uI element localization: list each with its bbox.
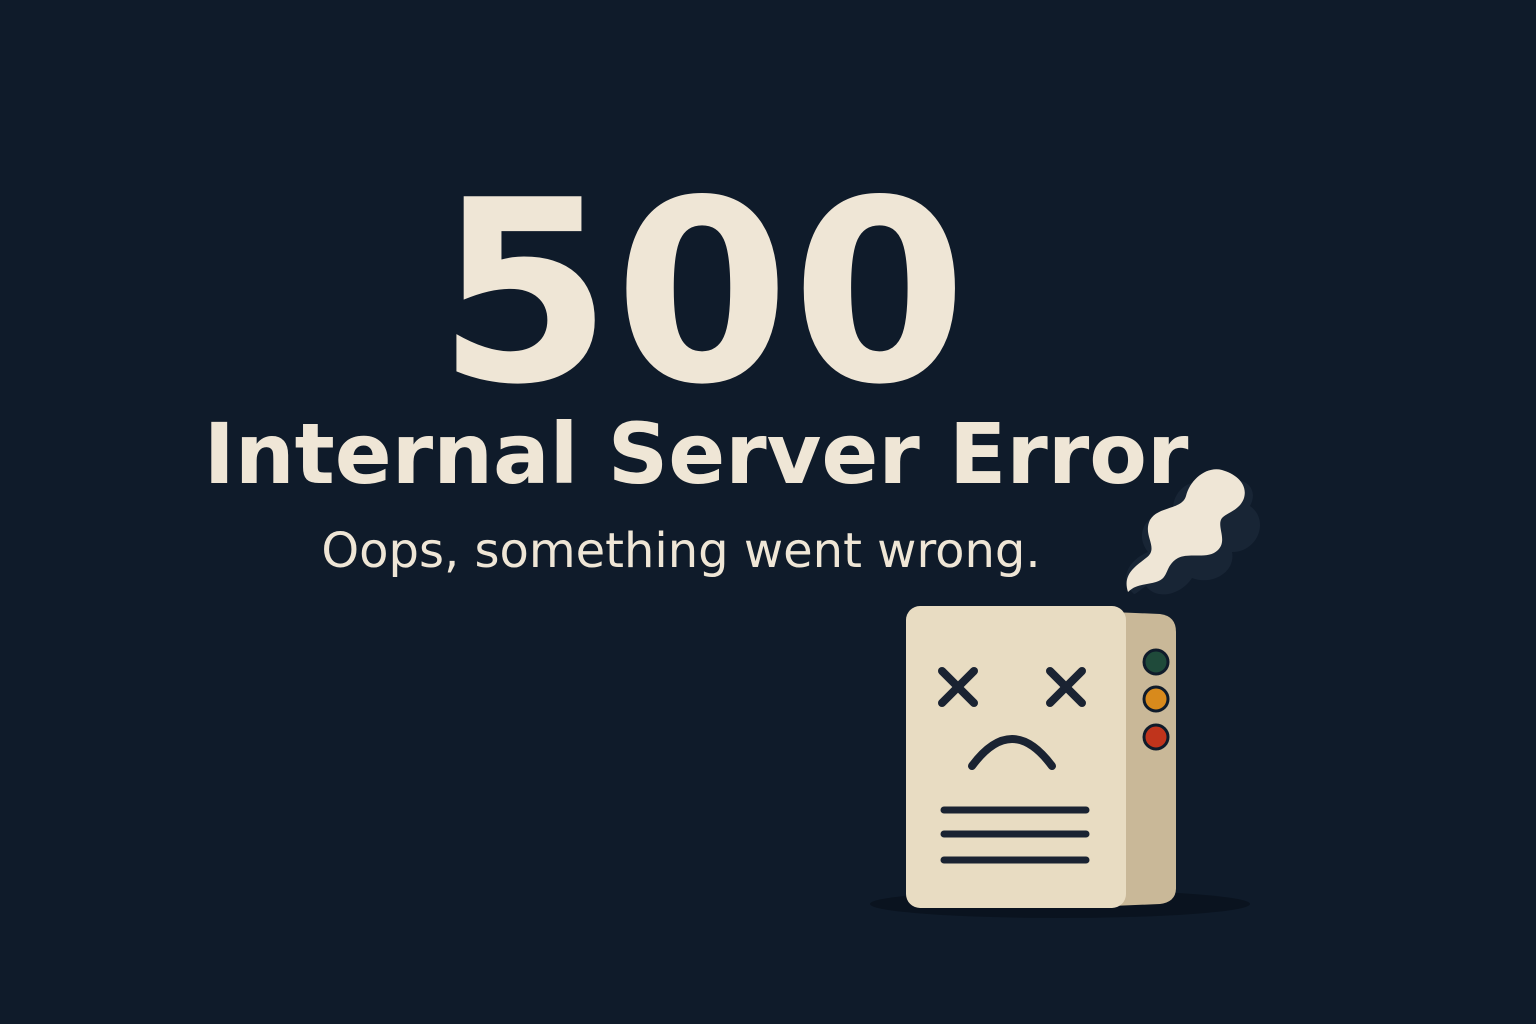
error-message: Oops, something went wrong. — [321, 523, 1041, 579]
text-lines — [940, 806, 1090, 864]
x-eyes — [938, 667, 1086, 707]
status-light-orange — [1142, 685, 1170, 713]
error-title: Internal Server Error — [203, 405, 1189, 503]
broken-server-icon — [870, 469, 1261, 918]
sad-mouth — [968, 735, 1056, 770]
error-code: 500 — [436, 147, 970, 440]
smoke-icon — [1126, 469, 1261, 595]
status-light-green — [1142, 648, 1170, 676]
status-light-red — [1142, 723, 1170, 751]
